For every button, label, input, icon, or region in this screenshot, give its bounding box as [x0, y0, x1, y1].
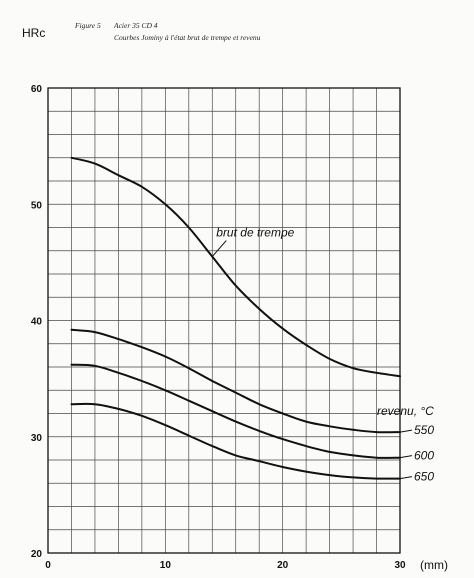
- x-axis-label: (mm): [420, 558, 448, 572]
- label-leader: [399, 476, 413, 480]
- x-tick-label: 20: [277, 560, 289, 571]
- x-tick-label: 0: [45, 560, 51, 571]
- series-line-550: [70, 328, 401, 434]
- figure-material: Acier 35 CD 4: [113, 21, 158, 30]
- y-tick-label: 20: [31, 549, 43, 560]
- series-labels: brut de trempe 550 600 650: [211, 226, 434, 484]
- label-leader: [399, 455, 413, 459]
- y-tick-label: 60: [31, 84, 43, 95]
- y-tick-label: 30: [31, 433, 43, 444]
- series-label: brut de trempe: [216, 226, 294, 240]
- grid: [48, 88, 400, 553]
- series-label: 550: [414, 423, 434, 437]
- curves: [70, 156, 401, 480]
- legend-title: revenu, °C: [377, 404, 434, 418]
- figure-subtitle: Courbes Jominy à l'état brut de trempe e…: [114, 33, 261, 42]
- series-line-brut-de-trempe: [70, 156, 401, 378]
- y-tick-label: 40: [31, 317, 43, 328]
- x-tick-label: 10: [160, 560, 172, 571]
- y-axis-label: HRc: [22, 26, 45, 40]
- series-line-600: [70, 363, 401, 459]
- series-label: 650: [414, 470, 434, 484]
- label-leader: [399, 429, 413, 433]
- annotation-leader: [211, 240, 227, 257]
- series-line-650: [70, 402, 401, 480]
- tick-labels: 20 30 40 50 60 0 10 20 30: [31, 84, 406, 571]
- y-tick-label: 50: [31, 200, 43, 211]
- x-tick-label: 30: [394, 560, 406, 571]
- series-label: 600: [414, 449, 434, 463]
- figure-number: Figure 5: [74, 21, 101, 30]
- plot-frame: [47, 87, 401, 554]
